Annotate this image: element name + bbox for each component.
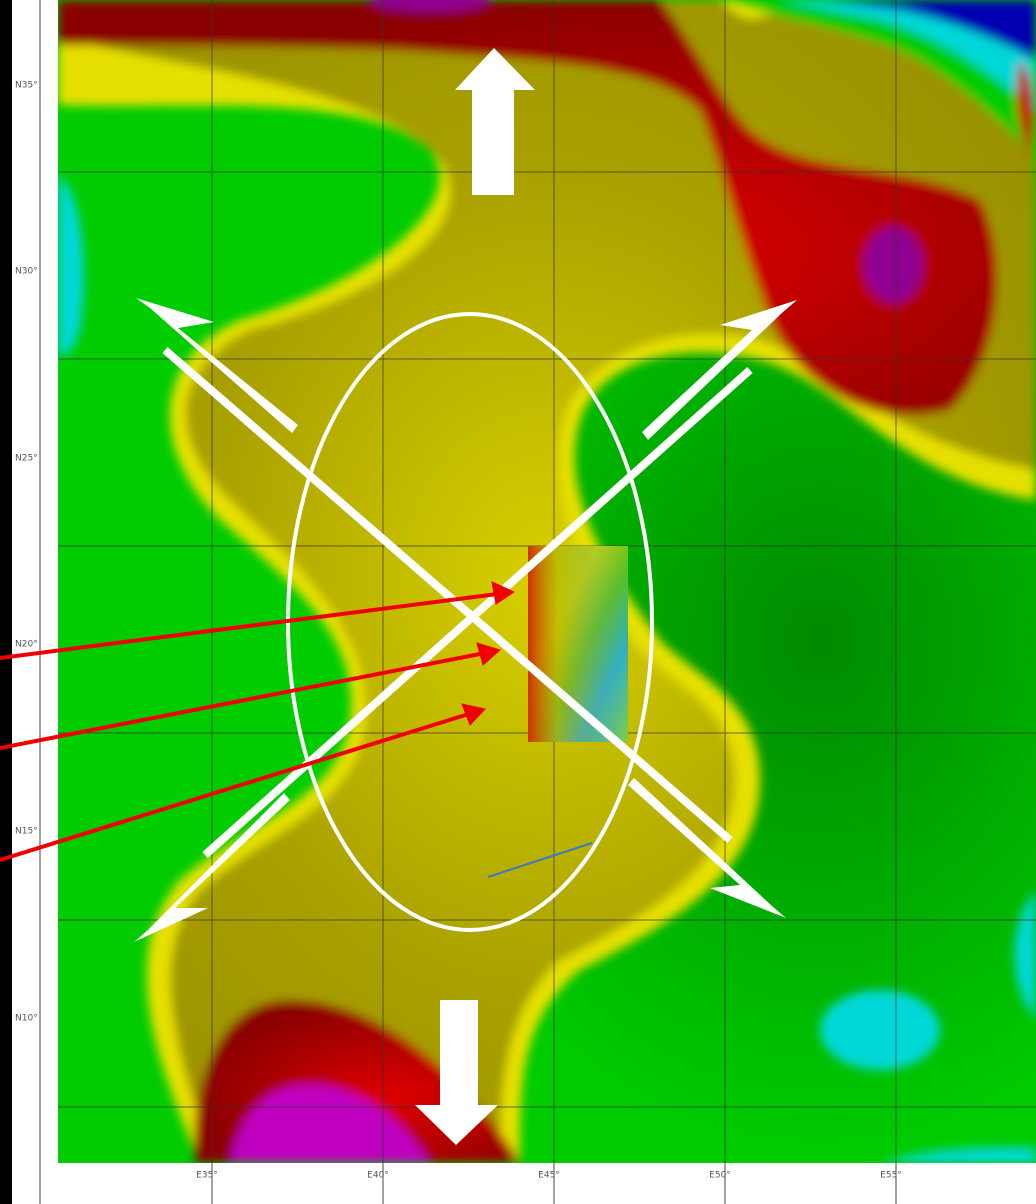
lat-label: N35°: [15, 81, 38, 91]
lon-label: E40°: [367, 1171, 389, 1181]
lat-label: N20°: [15, 640, 38, 650]
lon-label: E45°: [538, 1171, 560, 1181]
lat-label: N10°: [15, 1014, 38, 1024]
shear-arrow: [628, 778, 786, 918]
shear-arrow: [136, 298, 298, 433]
extension-arrow: [455, 48, 535, 195]
lon-label: E35°: [196, 1171, 218, 1181]
shear-arrow: [134, 793, 290, 942]
lon-label: E55°: [880, 1171, 902, 1181]
lat-label: N25°: [15, 454, 38, 464]
lat-label: N15°: [15, 827, 38, 837]
blue-line: [487, 842, 593, 878]
left-border: [0, 0, 12, 1204]
shear-arrow: [642, 300, 797, 440]
lat-label: N30°: [15, 267, 38, 277]
lon-label: E50°: [709, 1171, 731, 1181]
fault-line: [162, 346, 733, 844]
annotation-overlay: [0, 48, 797, 1145]
fault-line: [202, 367, 753, 858]
extension-arrow: [415, 1000, 498, 1145]
